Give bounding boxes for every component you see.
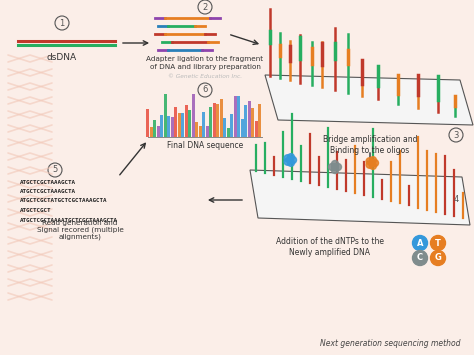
Text: Adapter ligation to the fragment
of DNA and library preparation: Adapter ligation to the fragment of DNA … bbox=[146, 56, 264, 70]
Circle shape bbox=[290, 157, 297, 164]
Text: © Genetic Education Inc.: © Genetic Education Inc. bbox=[168, 75, 242, 80]
Circle shape bbox=[284, 155, 291, 162]
Text: Next generation sequencing method: Next generation sequencing method bbox=[320, 339, 460, 348]
Bar bbox=[185, 105, 188, 137]
Text: 2: 2 bbox=[202, 2, 208, 11]
Text: ATGCTCGCT: ATGCTCGCT bbox=[20, 208, 52, 213]
Bar bbox=[252, 108, 255, 137]
Bar bbox=[234, 96, 237, 137]
Bar bbox=[157, 126, 160, 137]
Bar bbox=[164, 94, 167, 137]
Text: 4: 4 bbox=[453, 196, 459, 204]
Bar bbox=[258, 104, 262, 137]
Circle shape bbox=[286, 157, 293, 164]
Circle shape bbox=[284, 158, 291, 165]
Bar bbox=[171, 117, 174, 137]
Bar bbox=[230, 114, 234, 137]
Bar bbox=[210, 107, 212, 137]
Circle shape bbox=[369, 157, 376, 164]
Text: dsDNA: dsDNA bbox=[47, 53, 77, 61]
Text: G: G bbox=[435, 253, 441, 262]
Bar bbox=[245, 105, 247, 137]
Text: A: A bbox=[417, 239, 423, 247]
Text: ATGCTCGCTAAAGCTA: ATGCTCGCTAAAGCTA bbox=[20, 180, 76, 185]
Circle shape bbox=[335, 164, 341, 170]
Bar bbox=[237, 96, 240, 137]
Text: 1: 1 bbox=[59, 18, 64, 27]
Bar bbox=[182, 113, 184, 137]
Text: ATGCTCGCTATGCTCGCTAAAGCTA: ATGCTCGCTATGCTCGCTAAAGCTA bbox=[20, 198, 108, 203]
Text: C: C bbox=[417, 253, 423, 262]
Text: ATGCTCGCTAAAGCTA: ATGCTCGCTAAAGCTA bbox=[20, 189, 76, 194]
Circle shape bbox=[412, 251, 428, 266]
Bar bbox=[195, 122, 199, 137]
Circle shape bbox=[369, 162, 376, 169]
Circle shape bbox=[331, 164, 338, 170]
Text: Bridge amplification and
Binding to the oligos: Bridge amplification and Binding to the … bbox=[323, 135, 417, 155]
Circle shape bbox=[328, 164, 336, 170]
Circle shape bbox=[412, 235, 428, 251]
Bar bbox=[213, 103, 216, 137]
Circle shape bbox=[331, 160, 338, 168]
Text: Addition of the dNTPs to the
Newly amplified DNA: Addition of the dNTPs to the Newly ampli… bbox=[276, 237, 384, 257]
Bar bbox=[154, 120, 156, 137]
Bar bbox=[167, 116, 171, 137]
Bar bbox=[220, 99, 223, 137]
Bar bbox=[202, 112, 206, 137]
Text: Read generation and
Signal recored (multiple
alignments): Read generation and Signal recored (mult… bbox=[36, 219, 123, 240]
Bar bbox=[255, 121, 258, 137]
Circle shape bbox=[430, 235, 446, 251]
Bar bbox=[174, 107, 177, 137]
Circle shape bbox=[366, 158, 373, 165]
Text: Final DNA sequence: Final DNA sequence bbox=[167, 141, 243, 149]
Bar bbox=[178, 113, 181, 137]
Bar bbox=[199, 126, 202, 137]
Polygon shape bbox=[265, 75, 473, 125]
Text: 5: 5 bbox=[52, 165, 58, 175]
Bar bbox=[189, 110, 191, 137]
Circle shape bbox=[372, 159, 379, 166]
Bar bbox=[217, 104, 219, 137]
Polygon shape bbox=[250, 170, 470, 225]
Bar bbox=[227, 128, 230, 137]
Bar bbox=[248, 101, 251, 137]
Circle shape bbox=[368, 159, 375, 166]
Bar bbox=[224, 118, 227, 137]
Bar bbox=[146, 109, 149, 137]
Text: 3: 3 bbox=[453, 131, 459, 140]
Circle shape bbox=[430, 251, 446, 266]
Bar bbox=[150, 127, 153, 137]
Circle shape bbox=[366, 161, 373, 168]
Bar bbox=[241, 119, 244, 137]
Circle shape bbox=[331, 166, 338, 174]
Bar bbox=[206, 126, 209, 137]
Bar bbox=[192, 94, 195, 137]
Text: T: T bbox=[435, 239, 441, 247]
Circle shape bbox=[287, 159, 294, 166]
Text: ATGCTCGCTAAAATGCTCGCTAAAGCTA: ATGCTCGCTAAAATGCTCGCTAAAGCTA bbox=[20, 218, 118, 223]
Circle shape bbox=[287, 154, 294, 161]
Text: 6: 6 bbox=[202, 86, 208, 94]
Bar bbox=[161, 115, 164, 137]
